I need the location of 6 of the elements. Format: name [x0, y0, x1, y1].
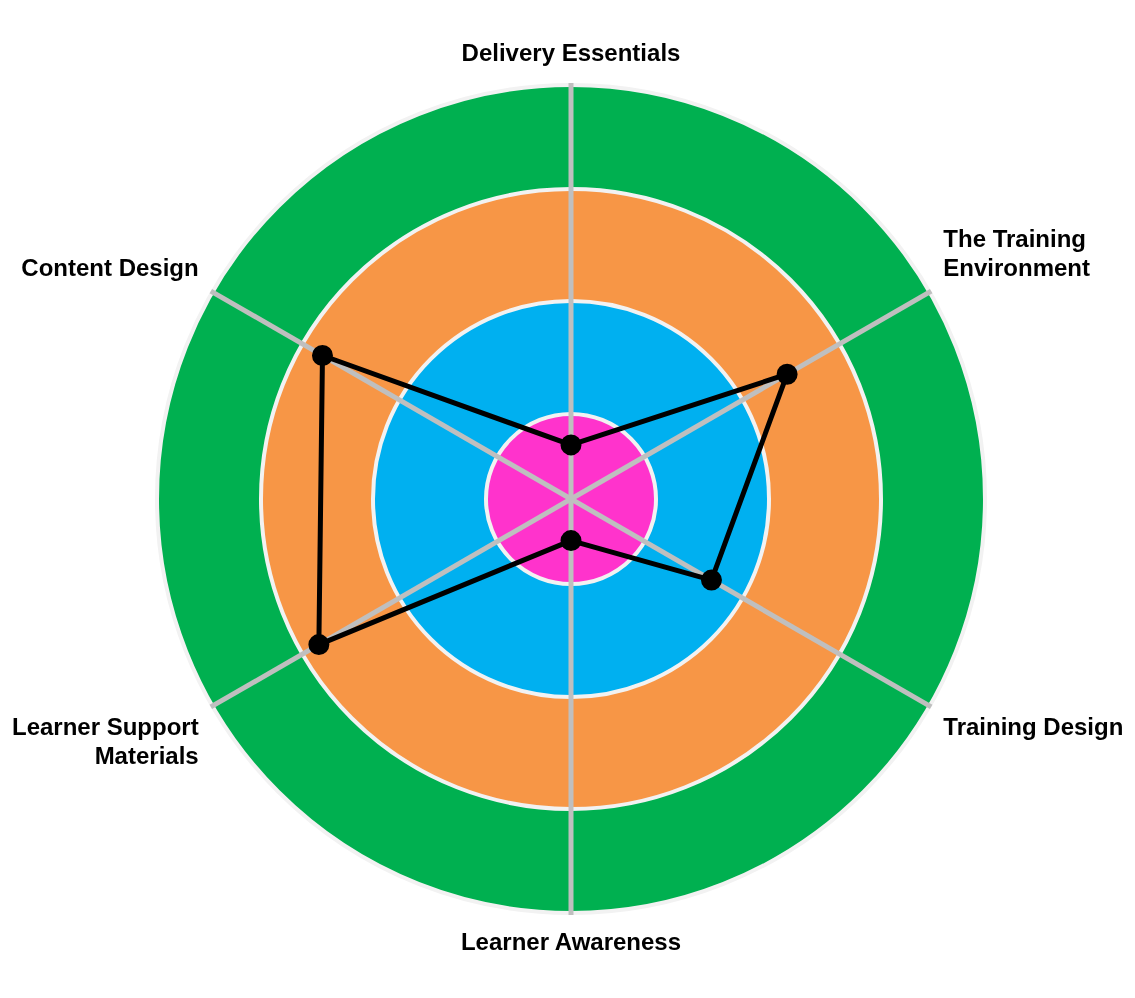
spoke-label: The Training Environment	[943, 225, 1090, 282]
spoke-label: Content Design	[21, 254, 199, 282]
spoke-label: Learner Support Materials	[11, 712, 199, 769]
spoke-label: Delivery Essentials	[461, 39, 681, 67]
spoke-label: Training Design	[943, 712, 1124, 740]
spoke-label: Learner Awareness	[460, 927, 682, 955]
